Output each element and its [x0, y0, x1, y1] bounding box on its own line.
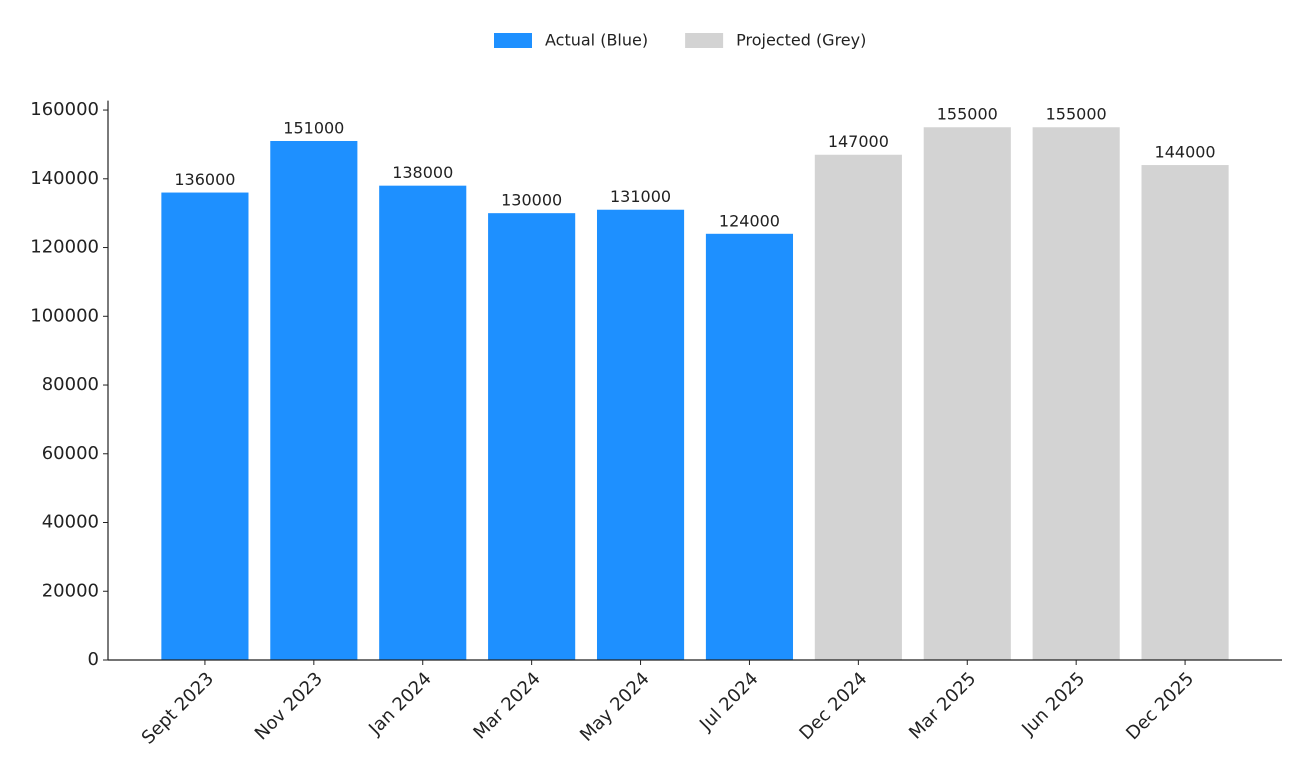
- x-tick-label: May 2024: [576, 668, 654, 746]
- data-label: 155000: [937, 105, 998, 124]
- x-tick-label: Nov 2023: [251, 668, 327, 744]
- x-tick-label: Mar 2025: [905, 668, 980, 743]
- y-tick-label: 80000: [42, 374, 99, 395]
- data-label: 151000: [283, 118, 344, 137]
- x-tick-label: Mar 2024: [469, 668, 544, 743]
- data-label: 131000: [610, 187, 671, 206]
- y-tick-label: 20000: [42, 580, 99, 601]
- y-tick-label: 0: [88, 649, 99, 670]
- x-tick-label: Jan 2024: [364, 668, 436, 740]
- legend-label: Projected (Grey): [736, 31, 866, 50]
- legend-swatch: [494, 33, 532, 48]
- x-tick-label: Dec 2025: [1122, 668, 1198, 744]
- data-label: 155000: [1046, 105, 1107, 124]
- y-tick-label: 140000: [30, 168, 99, 189]
- data-label: 124000: [719, 211, 780, 230]
- y-tick-label: 100000: [30, 305, 99, 326]
- y-tick-label: 60000: [42, 443, 99, 464]
- bar: [270, 140, 358, 660]
- data-label: 144000: [1155, 143, 1216, 162]
- bar: [161, 192, 249, 661]
- bar: [488, 213, 576, 661]
- bar: [1032, 127, 1120, 660]
- bar: [814, 154, 902, 661]
- bar: [705, 233, 794, 661]
- data-label: 136000: [174, 170, 235, 189]
- legend-swatch: [685, 33, 724, 48]
- legend-label: Actual (Blue): [545, 31, 648, 50]
- bar: [1141, 165, 1229, 660]
- y-tick-label: 160000: [30, 99, 99, 120]
- bar: [923, 127, 1011, 660]
- x-tick-label: Jul 2024: [695, 668, 762, 735]
- x-tick-label: Sept 2023: [138, 668, 218, 748]
- x-tick-label: Jun 2025: [1017, 668, 1089, 740]
- y-tick-label: 40000: [42, 512, 99, 533]
- bar: [379, 185, 467, 660]
- data-label: 147000: [828, 132, 889, 151]
- data-label: 138000: [392, 163, 453, 182]
- bar: [596, 209, 685, 660]
- y-tick-label: 120000: [30, 237, 99, 258]
- data-label: 130000: [501, 191, 562, 210]
- x-tick-label: Dec 2024: [796, 668, 872, 744]
